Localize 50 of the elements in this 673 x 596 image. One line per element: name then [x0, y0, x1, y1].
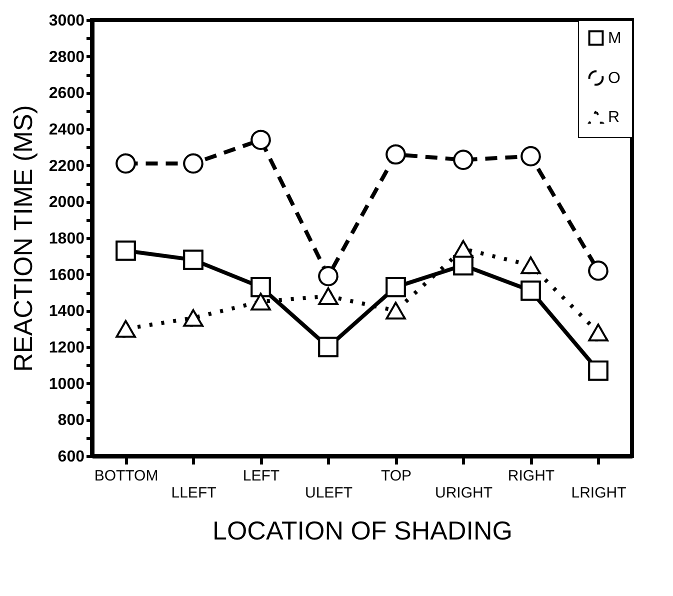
point	[116, 240, 136, 261]
point	[116, 320, 136, 338]
x-axis-title: LOCATION OF SHADING	[212, 516, 512, 546]
y-tick-label: 2000	[48, 194, 85, 212]
point	[453, 150, 474, 170]
point	[183, 309, 204, 327]
x-tick-label: TOP	[380, 468, 412, 484]
y-tick-label: 1000	[48, 376, 85, 393]
y-tick-label: 1200	[48, 340, 85, 356]
y-tick-label: 2200	[48, 158, 85, 175]
point	[386, 302, 406, 320]
point	[250, 276, 271, 298]
legend-label: O	[608, 70, 620, 87]
point	[183, 250, 204, 270]
x-tick-label: LLEFT	[171, 484, 216, 502]
x-tick-label: LRIGHT	[571, 484, 626, 502]
point	[520, 256, 541, 274]
y-tick-label: 2600	[48, 85, 85, 102]
point	[318, 287, 338, 305]
legend-label: R	[608, 109, 620, 126]
x-tick-label: BOTTOM	[94, 468, 158, 484]
y-tick-label: 800	[58, 412, 85, 430]
point	[318, 336, 338, 358]
point	[588, 324, 608, 342]
x-tick-label: RIGHT	[508, 468, 555, 484]
y-tick-label: 3000	[48, 12, 85, 30]
y-tick-label: 1400	[48, 303, 85, 320]
x-tick-label: ULEFT	[304, 484, 353, 502]
y-tick-label: 2400	[48, 122, 85, 138]
point	[453, 240, 474, 258]
point	[520, 146, 541, 166]
point	[588, 360, 608, 381]
y-tick-label: 2800	[48, 48, 85, 66]
point	[386, 276, 406, 298]
x-tick-label: URIGHT	[435, 484, 492, 502]
point	[250, 130, 271, 150]
point	[183, 153, 204, 174]
point	[250, 292, 271, 310]
point	[318, 266, 338, 286]
point	[520, 280, 541, 301]
legend-label: M	[608, 30, 622, 47]
y-tick-label: 1600	[48, 266, 85, 284]
y-tick-label: 600	[58, 448, 85, 466]
y-axis-title: REACTION TIME (MS)	[8, 105, 38, 372]
y-tick-label: 1800	[48, 230, 85, 248]
point	[588, 260, 608, 281]
point	[453, 255, 474, 276]
x-tick-label: LEFT	[242, 468, 280, 484]
point	[116, 153, 136, 174]
point	[386, 144, 406, 164]
